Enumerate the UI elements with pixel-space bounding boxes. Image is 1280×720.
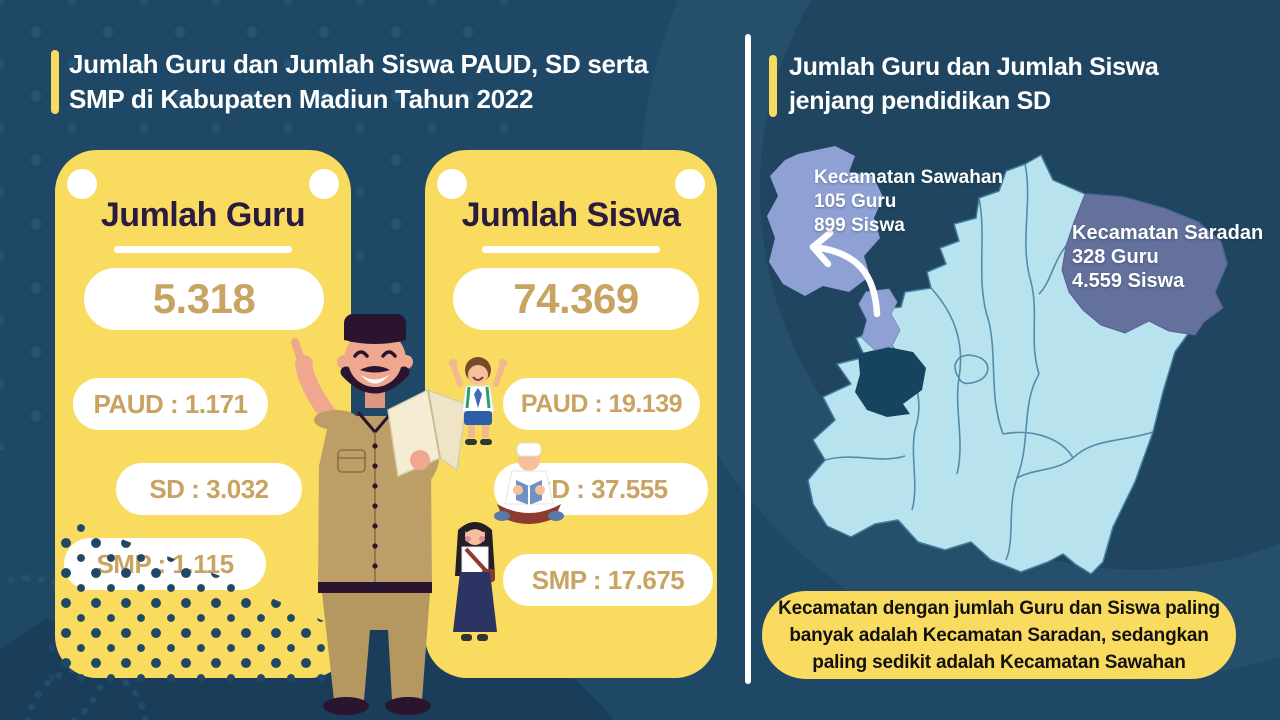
left-title-line2: SMP di Kabupaten Madiun Tahun 2022 — [69, 84, 534, 114]
note-line1: Kecamatan dengan jumlah Guru dan Siswa p… — [778, 597, 1220, 619]
card-title-underline — [114, 246, 292, 253]
sawahan-label: Kecamatan Sawahan 105 Guru 899 Siswa — [814, 166, 1003, 238]
saradan-guru: 328 Guru — [1072, 246, 1159, 268]
guru-sd-pill: SD : 3.032 — [116, 463, 302, 515]
left-section-title: Jumlah Guru dan Jumlah Siswa PAUD, SD se… — [69, 47, 648, 117]
callout-arrow — [809, 229, 881, 318]
note-line3: paling sedikit adalah Kecamatan Sawahan — [812, 651, 1186, 673]
tie — [474, 388, 482, 408]
saradan-region — [1061, 193, 1228, 336]
white-cap — [516, 442, 542, 457]
district-borders — [824, 163, 1154, 561]
siswa-smp-pill: SMP : 17.675 — [503, 554, 713, 606]
schoolgirl-illustration — [453, 522, 497, 641]
card-pin-right — [675, 169, 705, 199]
bag-strap — [464, 547, 489, 574]
cheering-boy-illustration — [448, 357, 508, 445]
beard — [340, 366, 410, 394]
guru-paud-pill: PAUD : 1.171 — [73, 378, 268, 430]
card-pin-left — [437, 169, 467, 199]
reading-boy-illustration — [494, 442, 564, 524]
right-title-line2: jenjang pendidikan SD — [789, 87, 1051, 115]
sawahan-siswa: 899 Siswa — [814, 215, 905, 236]
right-title-line1: Jumlah Guru dan Jumlah Siswa — [789, 53, 1159, 81]
mustache — [360, 366, 390, 373]
kabupaten-madiun-map — [767, 146, 1228, 575]
guru-card-title: Jumlah Guru — [100, 196, 306, 234]
siswa-card-title: Jumlah Siswa — [461, 196, 681, 234]
guru-total-pill: 5.318 — [84, 268, 324, 330]
teacher-illustration — [291, 314, 467, 715]
crossed-legs — [497, 504, 561, 524]
saradan-name: Kecamatan Saradan — [1072, 222, 1264, 244]
card-pin-left — [67, 169, 97, 199]
siswa-paud-pill: PAUD : 19.139 — [503, 378, 700, 430]
saradan-label: Kecamatan Saradan 328 Guru 4.559 Siswa — [1072, 221, 1263, 293]
sawahan-guru: 105 Guru — [814, 191, 897, 212]
belt — [318, 582, 432, 593]
left-title-accent-bar — [51, 50, 59, 114]
long-skirt — [453, 572, 497, 632]
section-divider — [745, 34, 751, 684]
smile — [361, 375, 389, 384]
conclusion-note: Kecamatan dengan jumlah Guru dan Siswa p… — [762, 591, 1236, 679]
right-title-accent-bar — [769, 55, 777, 117]
sawahan-name: Kecamatan Sawahan — [814, 167, 1004, 188]
sawahan-region — [858, 288, 901, 351]
left-title-line1: Jumlah Guru dan Jumlah Siswa PAUD, SD se… — [69, 49, 648, 79]
card-pin-right — [309, 169, 339, 199]
right-section-title: Jumlah Guru dan Jumlah Siswa jenjang pen… — [789, 50, 1159, 118]
siswa-total-pill: 74.369 — [453, 268, 699, 330]
saradan-siswa: 4.559 Siswa — [1072, 270, 1185, 292]
card-title-underline — [482, 246, 660, 253]
map-dark-enclave — [855, 347, 926, 417]
guru-card: Jumlah Guru 5.318 PAUD : 1.171 SD : 3.03… — [49, 150, 351, 682]
note-line2: banyak adalah Kecamatan Saradan, sedangk… — [789, 624, 1209, 646]
